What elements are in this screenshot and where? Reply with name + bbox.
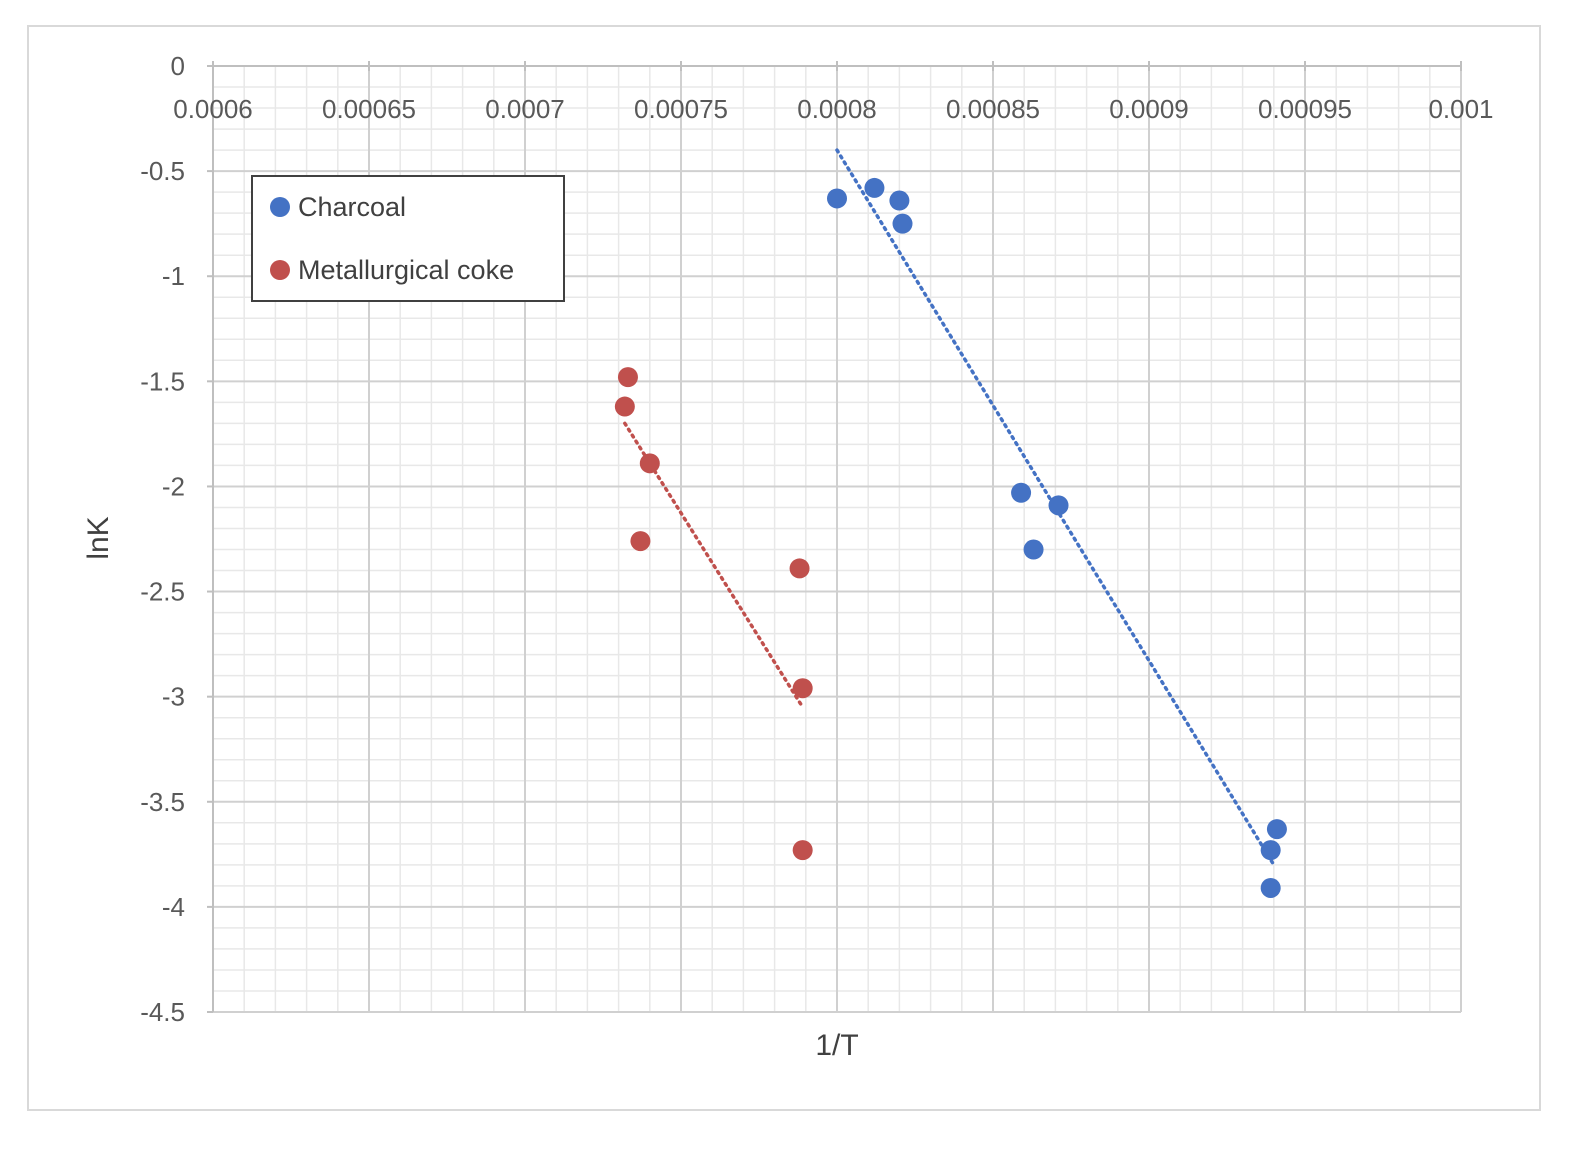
x-tick-label: 0.0009: [1109, 94, 1189, 124]
data-point-metallurgical-coke: [789, 558, 810, 579]
y-axis-title: lnK: [82, 516, 115, 559]
data-point-charcoal: [1023, 539, 1044, 560]
data-point-charcoal: [1266, 819, 1287, 840]
x-tick-label: 0.001: [1428, 94, 1493, 124]
x-tick-label: 0.00085: [946, 94, 1040, 124]
x-tick-label: 0.0006: [173, 94, 253, 124]
y-tick-label: 0: [171, 51, 185, 81]
x-axis-title: 1/T: [815, 1029, 858, 1062]
y-tick-label: -2.5: [140, 577, 185, 607]
y-tick-label: -4.5: [140, 997, 185, 1027]
x-tick-label: 0.00075: [634, 94, 728, 124]
y-tick-labels: 0 -0.5 -1 -1.5 -2 -2.5 -3 -3.5 -4 -4.5: [140, 51, 185, 1027]
legend-label-metallurgical-coke: Metallurgical coke: [298, 255, 514, 285]
y-tick-label: -3: [162, 682, 185, 712]
data-point-charcoal: [889, 190, 910, 211]
data-point-charcoal: [827, 188, 847, 209]
legend-box: [251, 175, 565, 302]
axes: [207, 61, 1462, 1013]
x-tick-label: 0.00095: [1258, 94, 1352, 124]
data-point-metallurgical-coke: [792, 678, 813, 699]
data-point-charcoal: [1048, 495, 1069, 516]
data-point-metallurgical-coke: [614, 396, 635, 417]
y-tick-label: -1.5: [140, 366, 185, 396]
legend-marker-charcoal: [270, 197, 290, 217]
y-tick-label: -2: [162, 471, 185, 501]
legend-marker-metallurgical-coke: [270, 260, 290, 280]
data-point-charcoal: [1260, 840, 1281, 861]
x-tick-label: 0.0007: [485, 94, 565, 124]
data-point-charcoal: [892, 213, 913, 234]
y-tick-label: -3.5: [140, 787, 185, 817]
data-point-metallurgical-coke: [792, 840, 813, 861]
data-point-charcoal: [864, 177, 885, 198]
y-tick-label: -0.5: [140, 156, 185, 186]
data-point-metallurgical-coke: [630, 531, 651, 552]
legend: Charcoal Metallurgical coke: [251, 175, 565, 302]
y-tick-label: -4: [162, 892, 185, 922]
data-point-charcoal: [1260, 877, 1281, 898]
x-tick-labels: 0.0006 0.00065 0.0007 0.00075 0.0008 0.00085 0…: [173, 94, 1493, 124]
x-tick-label: 0.00065: [322, 94, 416, 124]
data-point-metallurgical-coke: [617, 367, 638, 388]
y-tick-label: -1: [162, 261, 185, 291]
legend-label-charcoal: Charcoal: [298, 192, 406, 222]
x-tick-label: 0.0008: [797, 94, 877, 124]
data-point-charcoal: [1011, 482, 1032, 503]
data-points: [614, 177, 1287, 898]
data-point-metallurgical-coke: [639, 453, 660, 474]
